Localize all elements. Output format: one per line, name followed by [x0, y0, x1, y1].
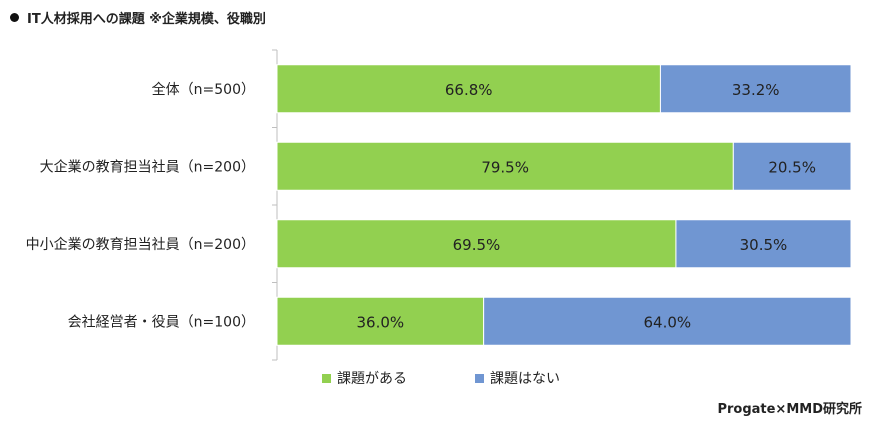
chart-title: IT人材採用への課題 ※企業規模、役職別 [27, 12, 266, 27]
category-label: 全体（n=500） [152, 81, 255, 98]
bar-segment-no [483, 296, 852, 346]
legend-swatch-no [475, 373, 484, 383]
data-label: 20.5% [768, 158, 816, 176]
bar-segment-yes [276, 141, 734, 191]
legend-item-no: 課題はない [475, 368, 560, 388]
bar-segment-yes [276, 64, 661, 114]
legend-label-no: 課題はない [490, 371, 560, 387]
legend-item-yes: 課題がある [322, 368, 407, 388]
data-label: 69.5% [453, 236, 501, 254]
category-label: 会社経営者・役員（n=100） [68, 314, 255, 330]
data-label: 30.5% [740, 236, 788, 254]
legend-swatch-yes [322, 373, 331, 383]
data-label: 66.8% [445, 81, 493, 99]
chart-title-row: IT人材採用への課題 ※企業規模、役職別 [10, 8, 266, 27]
data-label: 79.5% [481, 158, 529, 176]
data-label: 36.0% [356, 313, 404, 331]
bar-segment-no [732, 141, 852, 191]
legend-label-yes: 課題がある [337, 371, 407, 387]
bar-segment-yes [276, 296, 485, 346]
category-label: 大企業の教育担当社員（n=200） [40, 158, 255, 175]
category-label: 中小企業の教育担当社員（n=200） [26, 236, 255, 253]
source-credit: Progate×MMD研究所 [717, 402, 862, 417]
bullet-icon [10, 13, 19, 22]
data-label: 33.2% [732, 81, 780, 99]
data-label: 64.0% [643, 313, 691, 331]
bar-segment-no [659, 64, 852, 114]
legend: 課題がある 課題はない [322, 368, 560, 388]
bar-segment-no [675, 219, 852, 269]
